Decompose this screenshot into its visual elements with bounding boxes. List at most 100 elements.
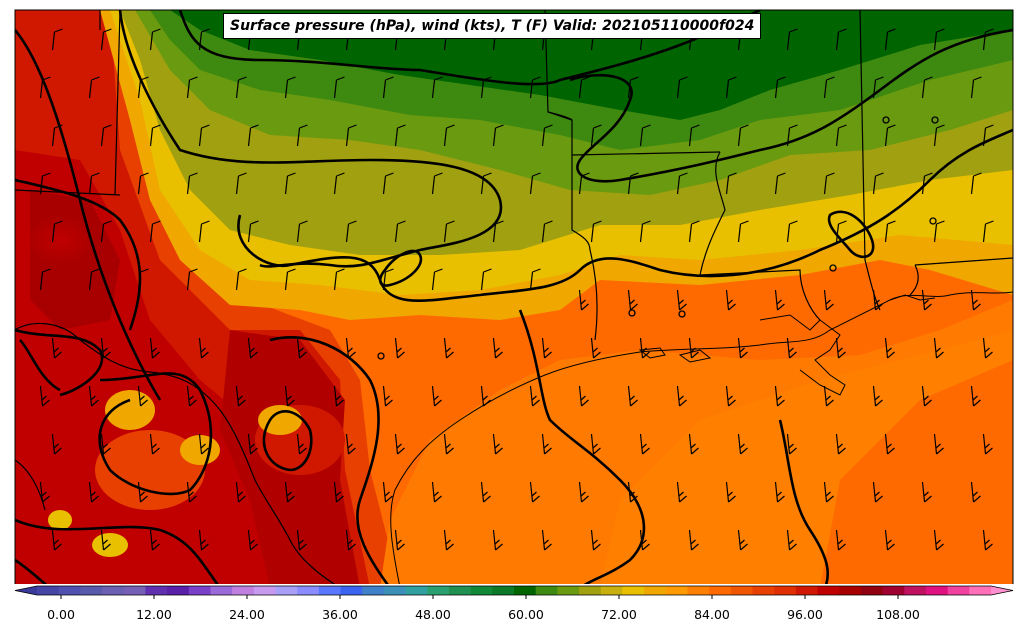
wind-barb [590, 220, 602, 243]
wind-barb [394, 124, 406, 147]
wind-barb [431, 76, 443, 99]
wind-barb [578, 481, 589, 503]
wind-barb [186, 76, 198, 99]
wind-barb [149, 124, 161, 147]
wind-barb [284, 481, 295, 503]
wind-barb [737, 220, 749, 243]
wind-barb [688, 433, 699, 455]
wind-barb [639, 529, 650, 551]
wind-barb [541, 124, 553, 147]
temperature-fill [15, 10, 1013, 584]
wind-barb [296, 529, 307, 551]
colorbar-swatch [514, 586, 537, 595]
calm-wind-markers [377, 116, 939, 360]
wind-barb [786, 529, 797, 551]
wind-barb [786, 28, 798, 51]
wind-barb [823, 76, 835, 99]
weather-map [14, 9, 1014, 584]
wind-barb [725, 172, 737, 195]
wind-barb [198, 433, 209, 455]
wind-barb [137, 385, 148, 407]
wind-barb [39, 481, 50, 503]
wind-barb [835, 337, 846, 359]
wind-barb [284, 76, 296, 99]
wind-barb [247, 433, 258, 455]
wind-barb [382, 172, 394, 195]
wind-barb [872, 481, 883, 503]
colorbar-swatch [600, 586, 624, 595]
wind-barb [149, 337, 160, 359]
wind-barb [345, 124, 357, 147]
wind-barb [541, 529, 552, 551]
colorbar-tick-label: 108.00 [876, 607, 920, 622]
wind-barb [541, 220, 553, 243]
colorbar-swatch [622, 586, 645, 595]
wind-barb [921, 481, 932, 503]
wind-barb [345, 220, 357, 243]
colorbar-swatch [774, 586, 797, 595]
wind-barb [186, 172, 198, 195]
wind-barb [541, 433, 552, 455]
wind-barb [443, 220, 455, 243]
wind-barb [100, 220, 112, 243]
wind-barb [823, 481, 834, 503]
colorbar-swatch [383, 586, 407, 595]
wind-barb [884, 337, 895, 359]
colorbar-swatch [795, 586, 819, 595]
wind-barb [51, 433, 62, 455]
wind-barb [933, 28, 945, 51]
colorbar-swatch [297, 586, 320, 595]
wind-barb [100, 124, 112, 147]
wind-barb [198, 124, 210, 147]
wind-barb [982, 124, 994, 147]
wind-barb [578, 172, 590, 195]
wind-barb [676, 76, 688, 99]
wind-barb [725, 76, 737, 99]
wind-barb [443, 337, 454, 359]
wind-barb [933, 529, 944, 551]
wind-barb [39, 385, 50, 407]
colorbar-tick-label: 36.00 [322, 607, 358, 622]
wind-barb [737, 124, 749, 147]
wind-barb [333, 268, 345, 291]
wind-barb [529, 172, 541, 195]
wind-barb [296, 433, 307, 455]
wind-barb [835, 220, 847, 243]
wind-barb [88, 385, 99, 407]
wind-barb [921, 172, 933, 195]
wind-barb [933, 124, 945, 147]
colorbar-swatch [275, 586, 298, 595]
wind-barb [529, 76, 541, 99]
wind-barb [774, 172, 786, 195]
wind-barb [296, 220, 308, 243]
wind-barb [492, 433, 503, 455]
wind-barb [480, 172, 492, 195]
wind-barbs [39, 28, 994, 551]
wind-barb [627, 172, 639, 195]
wind-barb [970, 76, 982, 99]
wind-barb [345, 529, 356, 551]
wind-barb [676, 289, 687, 311]
colorbar-tick-label: 96.00 [787, 607, 823, 622]
wind-barb [578, 289, 589, 311]
state-borders [15, 10, 1013, 584]
wind-barb [186, 268, 198, 291]
wind-barb [247, 124, 259, 147]
colorbar-outline [14, 585, 1014, 596]
wind-barb [541, 337, 552, 359]
wind-barb [333, 172, 345, 195]
colorbar-tick-label: 60.00 [508, 607, 544, 622]
wind-barb [578, 76, 590, 99]
wind-barb [137, 481, 148, 503]
colorbar-swatch [947, 586, 970, 595]
colorbar-swatch [557, 586, 580, 595]
wind-barb [137, 76, 149, 99]
wind-barb [492, 124, 504, 147]
wind-barb [823, 385, 834, 407]
wind-barb [676, 481, 687, 503]
wind-barb [492, 220, 504, 243]
colorbar-swatch [839, 586, 862, 595]
wind-barb [872, 385, 883, 407]
wind-barb [443, 529, 454, 551]
colorbar-swatch [882, 586, 905, 595]
